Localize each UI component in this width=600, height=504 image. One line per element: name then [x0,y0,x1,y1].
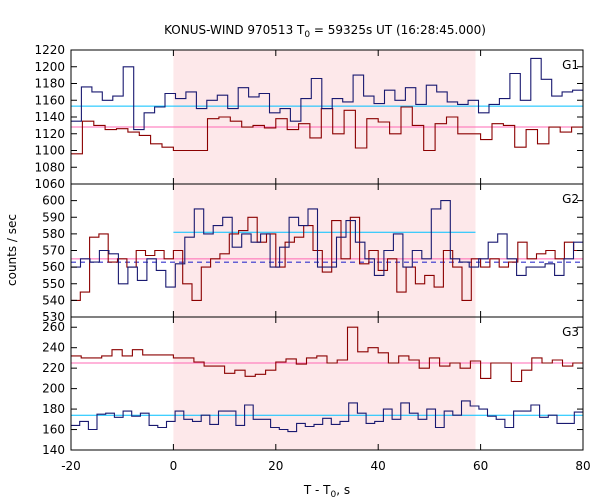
g1-blue-series [71,57,583,131]
g2-y-tick-label: 540 [42,293,65,307]
g3-y-tick-label: 240 [42,341,65,355]
g2-blue-series [71,200,583,288]
g3-blue-series [71,400,583,433]
g1-y-tick-label: 1200 [34,60,65,74]
g2-y-tick-label: 580 [42,227,65,241]
g1-y-tick-label: 1220 [34,43,65,57]
g1-y-tick-label: 1160 [34,93,65,107]
g2-y-tick-label: 590 [42,210,65,224]
g1-y-tick-label: 1080 [34,160,65,174]
g1-panel-label: G1 [562,58,579,72]
g3-panel-label: G3 [562,325,579,339]
x-tick-label: 60 [473,459,488,473]
x-tick-label: 0 [170,459,178,473]
g3-y-tick-label: 180 [42,402,65,416]
g2-red-series [71,216,583,301]
y-axis-label: counts / sec [5,214,19,286]
g2-y-tick-label: 600 [42,194,65,208]
g3-y-tick-label: 160 [42,423,65,437]
x-tick-label: 40 [371,459,386,473]
g1-y-tick-label: 1120 [34,127,65,141]
g3-y-tick-label: 200 [42,382,65,396]
chart-title: KONUS-WIND 970513 T0 = 59325s UT (16:28:… [164,23,486,40]
x-tick-label: 80 [575,459,590,473]
g2-y-tick-label: 560 [42,260,65,274]
g2-y-tick-label: 530 [42,310,65,324]
x-tick-label: 20 [268,459,283,473]
g3-frame [70,316,584,451]
g2-y-tick-label: 570 [42,244,65,258]
g1-y-tick-label: 1100 [34,144,65,158]
x-axis-label: T - T0, s [303,483,350,500]
g1-y-tick-label: 1180 [34,77,65,91]
g3-y-tick-label: 140 [42,443,65,457]
g2-panel-label: G2 [562,192,579,206]
x-tick-label: -20 [61,459,81,473]
highlight-interval [173,50,476,450]
g3-y-tick-label: 220 [42,361,65,375]
g2-y-tick-label: 550 [42,277,65,291]
g1-y-tick-label: 1060 [34,177,65,191]
g3-red-series [71,326,583,383]
g1-y-tick-label: 1140 [34,110,65,124]
g3-y-tick-label: 260 [42,320,65,334]
